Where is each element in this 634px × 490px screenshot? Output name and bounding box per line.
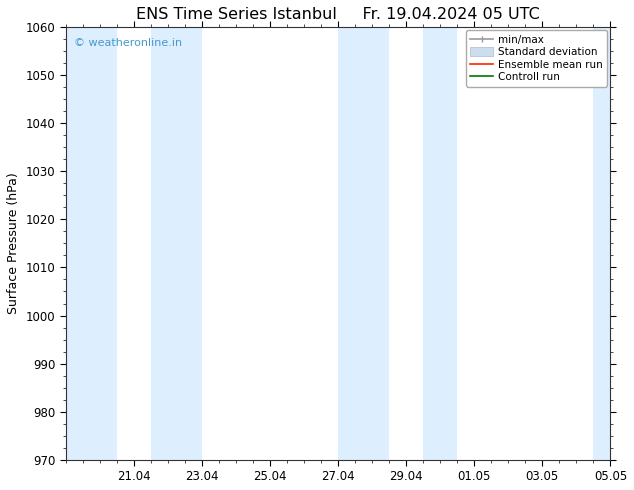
Text: © weatheronline.in: © weatheronline.in: [74, 38, 182, 48]
Bar: [66, 27, 117, 460]
Bar: [423, 27, 457, 460]
Bar: [151, 27, 202, 460]
Legend: min/max, Standard deviation, Ensemble mean run, Controll run: min/max, Standard deviation, Ensemble me…: [466, 30, 607, 87]
Title: ENS Time Series Istanbul     Fr. 19.04.2024 05 UTC: ENS Time Series Istanbul Fr. 19.04.2024 …: [136, 7, 540, 22]
Bar: [593, 27, 611, 460]
Y-axis label: Surface Pressure (hPa): Surface Pressure (hPa): [7, 172, 20, 314]
Bar: [338, 27, 389, 460]
